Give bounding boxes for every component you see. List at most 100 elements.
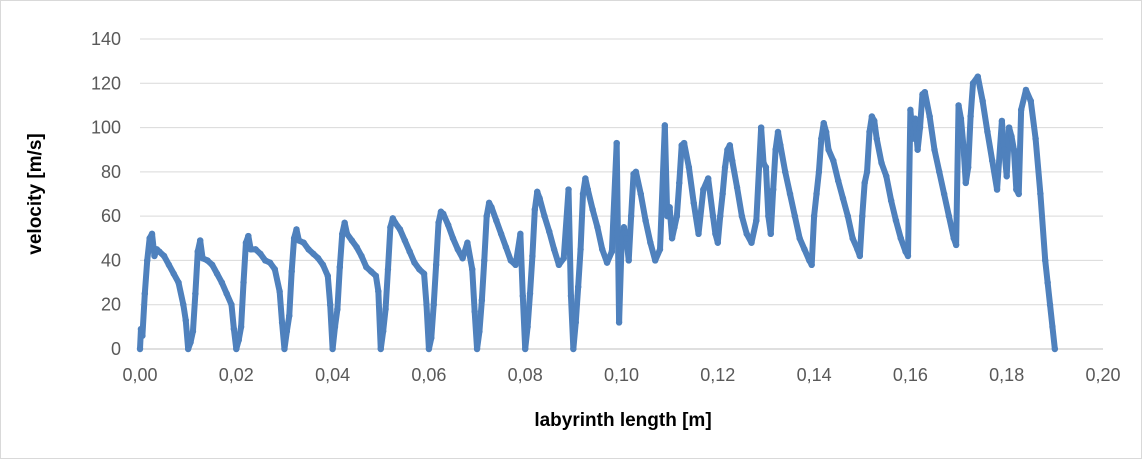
- data-point: [818, 135, 825, 142]
- data-point: [738, 212, 746, 220]
- data-point: [1044, 279, 1051, 286]
- series-segment: [676, 142, 685, 186]
- data-point: [673, 212, 681, 220]
- series-segment: [984, 129, 996, 164]
- data-point: [671, 224, 678, 231]
- data-point: [319, 261, 327, 269]
- series-segment: [685, 164, 697, 206]
- series-segment: [717, 191, 726, 220]
- data-point: [887, 197, 895, 204]
- series-segment: [681, 140, 692, 171]
- data-point: [204, 257, 211, 264]
- data-point: [151, 252, 158, 260]
- data-point: [769, 186, 777, 193]
- data-point: [584, 186, 591, 193]
- data-point: [391, 219, 399, 226]
- data-point: [271, 266, 279, 273]
- series-segment: [953, 102, 962, 248]
- series-segment: [734, 184, 745, 220]
- data-point: [136, 345, 144, 353]
- series-segment: [286, 268, 295, 319]
- series-segment: [1027, 98, 1039, 142]
- series-segment: [926, 113, 938, 153]
- series-segment: [240, 239, 249, 286]
- series-segment: [616, 244, 625, 326]
- x-tick-label: 0,10: [604, 365, 639, 385]
- data-point: [866, 128, 873, 136]
- series-segment: [329, 323, 339, 352]
- data-point: [914, 146, 921, 153]
- data-point: [401, 237, 409, 244]
- data-point: [704, 175, 712, 182]
- data-point: [960, 142, 967, 149]
- data-point: [223, 290, 230, 297]
- data-point: [952, 241, 960, 249]
- data-point: [757, 124, 765, 131]
- data-point: [680, 139, 688, 147]
- x-tick-label: 0,06: [411, 365, 446, 385]
- data-point: [936, 168, 943, 176]
- data-point: [820, 119, 827, 127]
- series-segment: [430, 261, 440, 308]
- data-point: [432, 261, 440, 269]
- data-point: [967, 113, 974, 120]
- data-point: [623, 235, 630, 242]
- data-point: [209, 261, 216, 269]
- data-point: [599, 246, 606, 253]
- data-point: [1008, 133, 1015, 140]
- data-point: [871, 117, 878, 125]
- series-segment: [192, 248, 201, 297]
- data-point: [245, 232, 252, 240]
- data-point: [252, 246, 259, 253]
- data-point: [247, 246, 254, 253]
- data-point: [459, 255, 466, 262]
- y-tick-label: 140: [91, 29, 121, 49]
- data-point: [589, 206, 596, 213]
- data-point: [464, 239, 471, 246]
- data-point: [175, 279, 182, 286]
- data-point: [733, 184, 741, 191]
- data-point: [416, 266, 423, 273]
- data-point: [473, 345, 481, 353]
- y-tick-label: 60: [101, 206, 121, 226]
- series-segment: [575, 246, 584, 290]
- data-point: [570, 345, 577, 353]
- data-point: [957, 115, 965, 122]
- data-point: [969, 80, 977, 87]
- data-point: [767, 230, 774, 238]
- data-point: [892, 217, 900, 224]
- data-point: [762, 164, 770, 171]
- data-point: [839, 195, 847, 202]
- series-segment: [873, 135, 885, 166]
- data-point: [423, 301, 430, 308]
- series-segment: [522, 323, 531, 352]
- series-segment: [529, 206, 538, 259]
- x-tick-label: 0,02: [219, 365, 254, 385]
- series-segment: [1044, 279, 1054, 308]
- data-point: [830, 157, 837, 164]
- data-point: [743, 230, 750, 238]
- data-point: [984, 128, 991, 136]
- data-point: [469, 266, 476, 273]
- data-point: [719, 190, 726, 198]
- series-segment: [336, 230, 346, 271]
- series-segment: [762, 164, 772, 220]
- series-segment: [888, 197, 899, 224]
- series-segment: [594, 224, 606, 253]
- series-segment: [864, 129, 873, 175]
- data-point: [979, 97, 986, 105]
- data-point: [363, 263, 370, 271]
- series-segment: [1032, 135, 1044, 197]
- data-point: [550, 246, 558, 253]
- data-point: [283, 328, 291, 335]
- data-point: [156, 248, 163, 255]
- x-tick-label: 0,12: [700, 365, 735, 385]
- data-point: [478, 297, 486, 304]
- data-point: [358, 252, 365, 260]
- y-tick-label: 40: [101, 250, 121, 270]
- data-point: [339, 230, 346, 238]
- data-point: [502, 243, 510, 251]
- series-segment: [936, 168, 948, 197]
- data-point: [907, 106, 914, 114]
- series-segment: [967, 80, 976, 120]
